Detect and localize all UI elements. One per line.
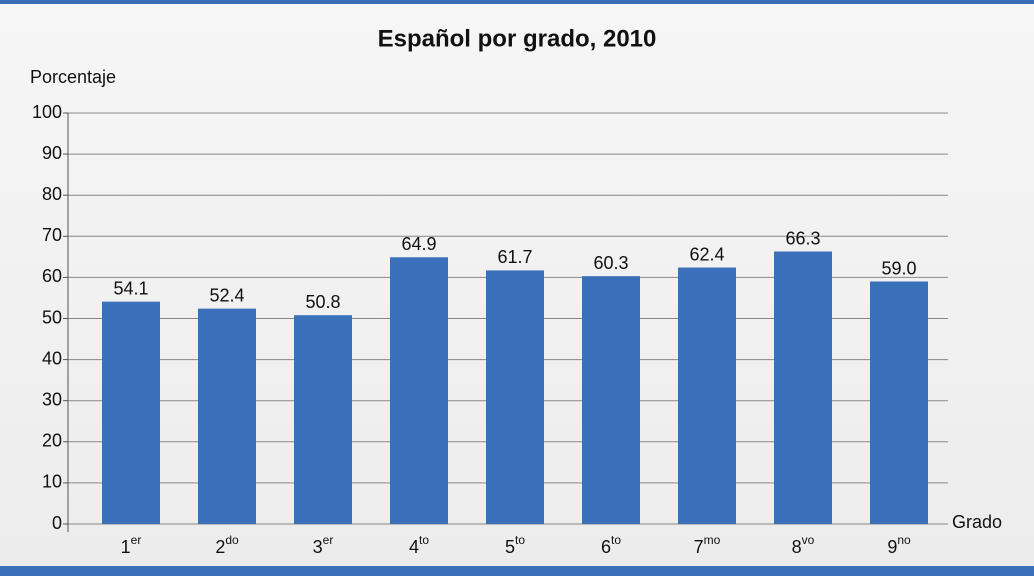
- x-tick-label: 7mo: [694, 533, 721, 557]
- value-label: 54.1: [113, 278, 148, 298]
- bar: [870, 281, 928, 524]
- bar: [678, 267, 736, 524]
- y-tick-label: 60: [42, 266, 62, 286]
- x-tick-label: 2do: [215, 533, 239, 557]
- y-tick-label: 20: [42, 431, 62, 451]
- x-tick-label: 3er: [313, 533, 334, 557]
- x-tick-label: 4to: [409, 533, 429, 557]
- x-tick-label: 5to: [505, 533, 525, 557]
- bar: [390, 257, 448, 524]
- value-label: 59.0: [881, 258, 916, 278]
- y-tick-label: 80: [42, 184, 62, 204]
- y-tick-label: 30: [42, 389, 62, 409]
- y-tick-label: 0: [52, 513, 62, 533]
- bottom-border: [0, 566, 1034, 576]
- bar: [774, 251, 832, 524]
- bar: [198, 308, 256, 524]
- x-tick-label: 8vo: [792, 533, 815, 557]
- top-border: [0, 0, 1034, 4]
- x-tick-label: 9no: [887, 533, 911, 557]
- x-tick-label: 1er: [121, 533, 142, 557]
- value-label: 61.7: [497, 247, 532, 267]
- x-axis-label: Grado: [952, 512, 1002, 532]
- value-label: 64.9: [401, 234, 436, 254]
- y-tick-label: 40: [42, 348, 62, 368]
- value-label: 50.8: [305, 292, 340, 312]
- y-axis-label: Porcentaje: [30, 67, 116, 87]
- bar: [486, 270, 544, 524]
- value-label: 62.4: [689, 244, 724, 264]
- y-tick-label: 100: [32, 102, 62, 122]
- value-label: 52.4: [209, 285, 244, 305]
- bar: [294, 315, 352, 524]
- bar: [102, 301, 160, 524]
- x-tick-label: 6to: [601, 533, 621, 557]
- chart-title: Español por grado, 2010: [378, 25, 657, 52]
- value-label: 60.3: [593, 253, 628, 273]
- y-tick-label: 50: [42, 307, 62, 327]
- value-label: 66.3: [785, 228, 820, 248]
- y-tick-label: 70: [42, 225, 62, 245]
- bar: [582, 276, 640, 524]
- y-tick-label: 90: [42, 143, 62, 163]
- y-tick-label: 10: [42, 472, 62, 492]
